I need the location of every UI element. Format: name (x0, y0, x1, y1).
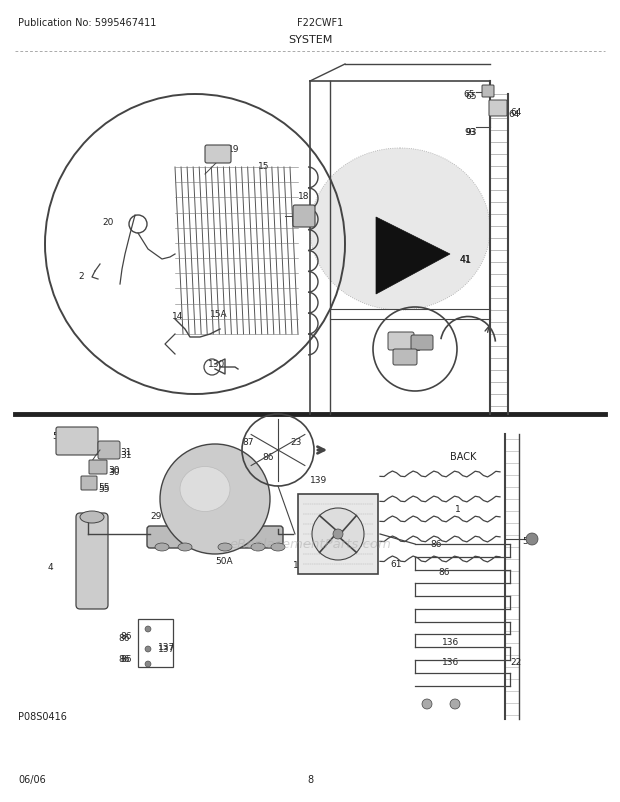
FancyBboxPatch shape (293, 206, 315, 228)
FancyBboxPatch shape (98, 441, 120, 460)
Circle shape (145, 661, 151, 667)
FancyBboxPatch shape (489, 101, 507, 117)
Text: 8: 8 (307, 774, 313, 784)
Ellipse shape (251, 543, 265, 551)
FancyBboxPatch shape (411, 335, 433, 350)
Text: 86: 86 (120, 631, 131, 640)
Text: 18: 18 (298, 192, 309, 200)
Text: P08S0416: P08S0416 (18, 711, 67, 721)
Text: 31: 31 (120, 451, 131, 460)
FancyBboxPatch shape (56, 427, 98, 456)
Text: 61: 61 (390, 559, 402, 569)
Text: 55: 55 (98, 484, 110, 493)
Text: 65: 65 (463, 90, 474, 99)
Text: 139: 139 (310, 476, 327, 484)
Text: 65: 65 (465, 92, 477, 101)
Text: 14: 14 (172, 312, 184, 321)
Text: 22: 22 (510, 657, 521, 666)
Ellipse shape (180, 467, 230, 512)
Circle shape (526, 533, 538, 545)
Text: 137: 137 (158, 642, 175, 651)
Ellipse shape (155, 543, 169, 551)
Text: 147: 147 (328, 509, 345, 518)
Text: 93: 93 (465, 128, 477, 137)
Text: Publication No: 5995467411: Publication No: 5995467411 (18, 18, 156, 28)
FancyBboxPatch shape (388, 333, 414, 350)
FancyBboxPatch shape (298, 494, 378, 574)
Text: 64: 64 (508, 110, 520, 119)
FancyBboxPatch shape (205, 146, 231, 164)
FancyBboxPatch shape (393, 350, 417, 366)
Text: 31: 31 (120, 448, 131, 456)
Text: 53: 53 (55, 429, 66, 439)
Circle shape (145, 626, 151, 632)
Text: 136: 136 (442, 638, 459, 646)
Text: 86: 86 (430, 539, 441, 549)
Text: 55: 55 (98, 482, 110, 492)
Text: SYSTEM: SYSTEM (288, 35, 332, 45)
FancyBboxPatch shape (89, 460, 107, 475)
FancyBboxPatch shape (482, 86, 494, 98)
Circle shape (333, 529, 343, 539)
Text: 60: 60 (352, 547, 363, 557)
FancyBboxPatch shape (147, 526, 283, 549)
Text: 138: 138 (405, 343, 421, 353)
Text: 1: 1 (455, 504, 461, 513)
Text: 86: 86 (118, 654, 130, 663)
Text: 15A: 15A (210, 310, 228, 318)
Text: 86: 86 (118, 634, 130, 642)
Ellipse shape (178, 543, 192, 551)
Text: 41: 41 (460, 255, 471, 264)
Circle shape (145, 646, 151, 652)
Text: 136: 136 (442, 657, 459, 666)
Text: 41: 41 (460, 255, 472, 265)
Text: 19: 19 (228, 145, 239, 154)
Text: BACK: BACK (450, 452, 476, 461)
Circle shape (450, 699, 460, 709)
Text: 15: 15 (258, 162, 270, 171)
Circle shape (422, 699, 432, 709)
Text: 146: 146 (293, 561, 310, 569)
Text: 137: 137 (158, 644, 175, 653)
Ellipse shape (271, 543, 285, 551)
Text: 50A: 50A (215, 557, 232, 565)
Text: 23: 23 (290, 437, 301, 447)
FancyBboxPatch shape (76, 513, 108, 610)
Text: 86: 86 (120, 654, 131, 663)
Text: eReplacementParts.com: eReplacementParts.com (229, 538, 391, 551)
Text: F22CWF1: F22CWF1 (297, 18, 343, 28)
Text: 27: 27 (235, 526, 246, 535)
Circle shape (312, 508, 364, 561)
Text: 29: 29 (150, 512, 161, 520)
Text: 2: 2 (78, 272, 84, 281)
Ellipse shape (310, 149, 490, 310)
Ellipse shape (80, 512, 104, 524)
Text: 30: 30 (108, 468, 120, 476)
Text: 86: 86 (438, 567, 450, 577)
Text: 5: 5 (522, 537, 528, 545)
FancyBboxPatch shape (81, 476, 97, 490)
Text: 86: 86 (262, 452, 273, 461)
Text: 58: 58 (252, 492, 264, 500)
Text: 20: 20 (102, 217, 113, 227)
Text: 06/06: 06/06 (18, 774, 46, 784)
Text: 30: 30 (108, 465, 120, 475)
Text: 4: 4 (48, 562, 53, 571)
Text: 64: 64 (510, 107, 521, 117)
Ellipse shape (160, 444, 270, 554)
Text: 93: 93 (464, 128, 476, 137)
Polygon shape (376, 217, 450, 294)
Text: 130: 130 (208, 359, 225, 369)
Ellipse shape (218, 543, 232, 551)
Text: 87: 87 (242, 437, 254, 447)
Text: 53: 53 (52, 431, 63, 440)
